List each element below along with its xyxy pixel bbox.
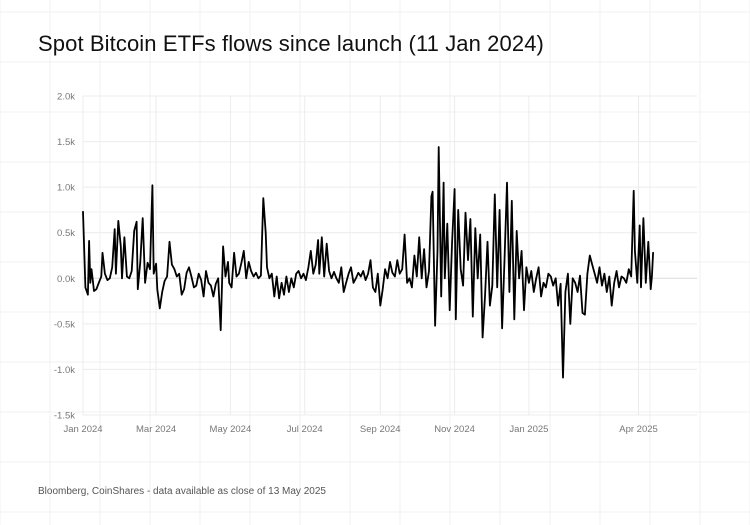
x-tick-label: Nov 2024 [434, 424, 475, 435]
chart-title: Spot Bitcoin ETFs flows since launch (11… [38, 31, 544, 56]
y-tick-label: 0.0k [57, 274, 75, 285]
y-tick-label: -0.5k [54, 319, 75, 330]
series-group [82, 146, 654, 379]
x-tick-label: Jan 2024 [63, 424, 102, 435]
y-tick-label: -1.0k [54, 365, 75, 376]
y-tick-label: 0.5k [57, 228, 75, 239]
x-tick-label: May 2024 [210, 424, 252, 435]
x-tick-label: Apr 2025 [619, 424, 658, 435]
y-tick-label: 1.5k [57, 137, 75, 148]
flow-series-line [82, 146, 654, 379]
x-tick-label: Jul 2024 [287, 424, 323, 435]
x-tick-label: Sep 2024 [360, 424, 401, 435]
y-tick-label: -1.5k [54, 411, 75, 422]
x-tick-label: Mar 2024 [136, 424, 176, 435]
y-tick-label: 2.0k [57, 92, 75, 103]
plot-gridlines [82, 95, 697, 416]
y-axis: 2.0k 1.5k 1.0k 0.5k 0.0k -0.5k -1.0k -1.5k [54, 92, 75, 422]
y-tick-label: 1.0k [57, 183, 75, 194]
x-tick-label: Jan 2025 [509, 424, 548, 435]
x-axis: Jan 2024 Mar 2024 May 2024 Jul 2024 Sep 2024… [63, 424, 657, 435]
source-note: Bloomberg, CoinShares - data available a… [38, 486, 326, 497]
